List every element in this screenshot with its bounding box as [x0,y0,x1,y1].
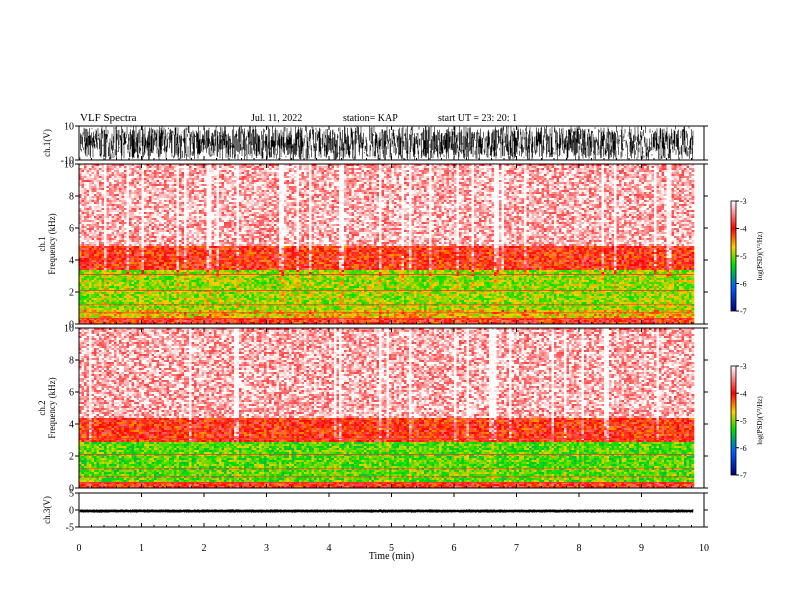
y-tick-label: 2 [69,288,74,299]
colorbar [731,201,736,311]
x-axis-label: Time (min) [369,551,414,562]
colorbar-tick-label: -4 [740,225,747,234]
ch1-waveform-trace [80,126,693,160]
ch1-spectrogram [79,164,694,324]
y-tick-label: 4 [69,420,74,431]
ch3-waveform-trace [80,509,693,512]
x-tick-label: 0 [77,543,82,554]
figure-title: VLF Spectra [80,112,137,124]
x-tick-label: 6 [452,543,457,554]
colorbar-tick-label: -7 [740,307,747,316]
y-axis-label: ch.1(V) [42,129,52,157]
y-tick-label: 0 [69,506,74,517]
y-tick-label: -5 [66,523,74,534]
colorbar-label: log(PSD)(V²/Hz) [756,231,764,280]
y-tick-label: 2 [69,452,74,463]
y-axis-label: Frequency (kHz) [47,377,57,438]
colorbar-tick-label: -5 [740,417,747,426]
y-axis-label: ch.3(V) [42,496,52,524]
vlf-spectra-figure: 10-10ch.1(V)0246810ch.1 Frequency (kHz)02… [0,0,792,612]
y-tick-label: 6 [69,224,74,235]
y-tick-label: 4 [69,256,74,267]
colorbar-tick-label: -3 [740,362,747,371]
colorbar-label: log(PSD)(V²/Hz) [756,396,764,445]
station-label: station= KAP [343,113,398,124]
x-tick-label: 2 [202,543,207,554]
y-tick-label: 5 [69,489,74,500]
y-axis-label: ch.1 [37,236,47,251]
colorbar-tick-label: -5 [740,252,747,261]
colorbar [731,366,736,475]
x-tick-label: 4 [327,543,332,554]
colorbar-tick-label: -7 [740,471,747,480]
y-axis-label: Frequency (kHz) [47,213,57,274]
colorbar-tick-label: -4 [740,389,747,398]
y-tick-label: 6 [69,388,74,399]
x-tick-label: 10 [699,543,709,554]
y-tick-label: 8 [69,192,74,203]
x-tick-label: 1 [139,543,144,554]
colorbar-tick-label: -6 [740,444,747,453]
x-tick-label: 8 [577,543,582,554]
data-layer [79,126,694,513]
x-tick-label: 3 [264,543,269,554]
colorbar-tick-label: -3 [740,197,747,206]
start-time-label: start UT = 23: 20: 1 [438,113,517,124]
ch2-spectrogram [79,328,694,488]
y-tick-label: 10 [64,324,74,335]
y-tick-label: 10 [64,122,74,133]
y-axis-label: ch.2 [37,400,47,415]
y-tick-label: 8 [69,356,74,367]
y-tick-label: 10 [64,160,74,171]
x-tick-label: 9 [639,543,644,554]
x-tick-label: 7 [514,543,519,554]
date-label: Jul. 11, 2022 [251,113,302,124]
colorbar-tick-label: -6 [740,280,747,289]
